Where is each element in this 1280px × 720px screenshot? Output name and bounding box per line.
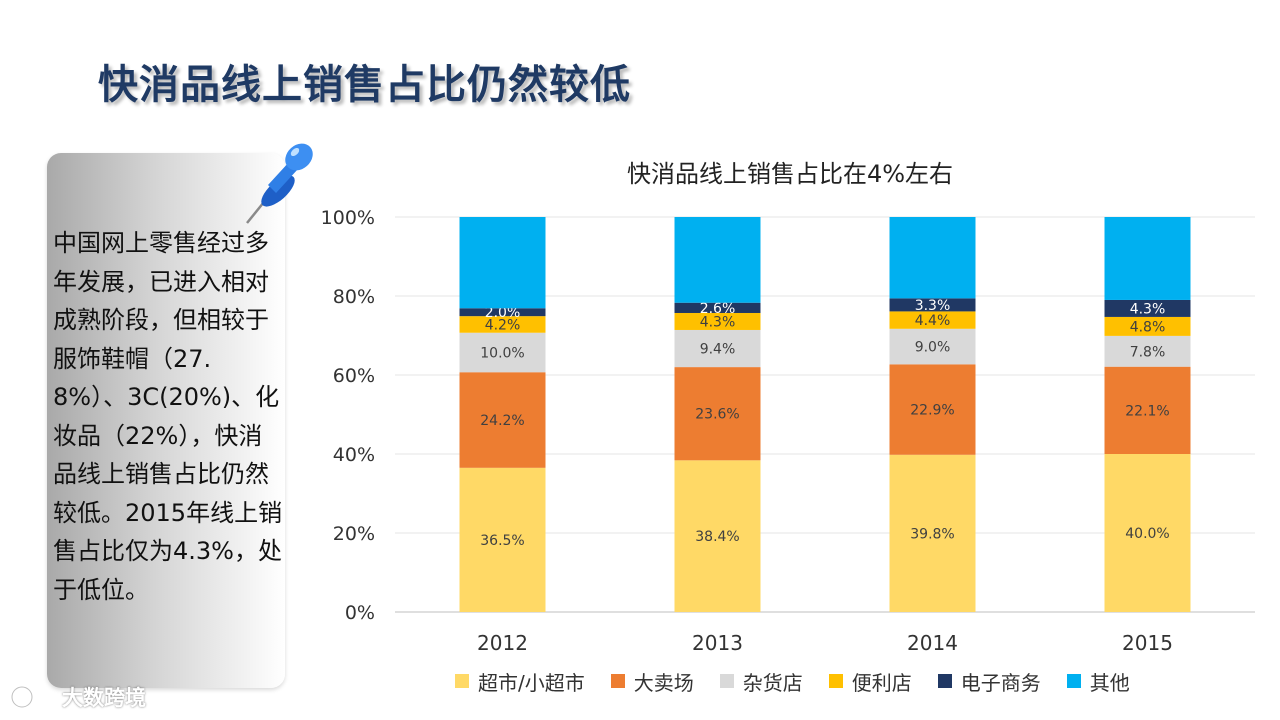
data-label: 38.4% [695,529,739,545]
data-label: 9.0% [915,340,951,356]
y-tick-label: 60% [333,365,375,387]
bar-segment [459,372,546,468]
x-tick-label: 2015 [1122,631,1173,655]
note-card [47,153,285,688]
legend-item: 大卖场 [610,667,694,696]
data-label: 4.8% [1130,319,1166,335]
data-label: 10.0% [480,345,524,361]
data-label: 24.2% [480,413,524,429]
bar-segment [674,367,761,461]
y-tick-label: 20% [333,523,375,545]
data-label: 9.4% [700,342,736,358]
data-label: 3.3% [915,298,951,314]
legend-swatch [937,674,952,688]
chart-title: 快消品线上销售占比在4%左右 [627,160,953,188]
legend-swatch [719,674,734,688]
bar-segment [1104,366,1191,454]
data-label: 4.4% [915,313,951,329]
data-label: 39.8% [910,526,954,542]
legend-label: 便利店 [851,670,912,695]
stacked-bar-chart: 快消品线上销售占比在4%左右 0% 20% 40% 60% 80% 100% 36.5% 24.… [321,160,1255,655]
legend-swatch [828,674,843,688]
y-tick-label: 40% [333,444,375,466]
bar-segment [1104,335,1191,367]
data-label: 2.0% [485,305,521,321]
legend-item: 超市/小超市 [455,667,585,696]
bar-segment [459,332,546,373]
slide-title: 快消品线上销售占比仍然较低 [98,62,631,108]
data-label: 7.8% [1130,344,1166,360]
chart-legend: 超市/小超市 大卖场 杂货店 便利店 电子商务 其他 [455,667,1130,695]
legend-item: 便利店 [828,667,912,696]
bar-segment [674,312,761,330]
bar-segment [1104,217,1191,300]
bar-segment [1104,316,1191,336]
legend-label: 超市/小超市 [478,670,585,695]
data-label: 40.0% [1125,526,1169,542]
bar-segment [674,329,761,368]
x-tick-label: 2014 [907,631,958,655]
x-tick-label: 2012 [477,631,528,655]
data-label: 4.3% [700,314,736,330]
bar-segment [459,467,546,612]
data-label: 36.5% [480,533,524,549]
bar-segment [889,364,976,455]
pushpin-icon [246,143,313,224]
legend-swatch [610,674,625,688]
data-label: 23.6% [695,407,739,423]
legend-item: 其他 [1066,667,1130,696]
bar-segment [674,302,761,313]
legend-label: 电子商务 [960,670,1041,695]
legend-label: 其他 [1089,670,1130,695]
legend-label: 杂货店 [742,670,803,695]
watermark: 大数跨境 [10,682,146,712]
bar-segment [459,308,546,317]
y-tick-label: 100% [321,207,375,229]
data-label: 2.6% [700,301,736,317]
bar-segment [674,217,761,303]
data-label: 4.2% [485,317,521,333]
bar-segment [459,316,546,333]
bar-segment [889,311,976,329]
watermark-text: 大数跨境 [62,686,146,710]
legend-label: 大卖场 [633,670,694,695]
y-tick-label: 0% [345,602,375,624]
data-label: 22.9% [910,403,954,419]
bar-segment [459,217,546,309]
bar-segment [1104,299,1191,317]
bar-segment [674,460,761,612]
data-label: 22.1% [1125,403,1169,419]
x-tick-label: 2013 [692,631,743,655]
bar-segment [889,454,976,612]
note-text: 中国网上零售经过多年发展，已进入相对成熟阶段，但相较于服饰鞋帽（27.8%）、3… [53,229,283,604]
bar-segment [889,298,976,312]
y-tick-label: 80% [333,286,375,308]
legend-item: 电子商务 [937,667,1041,696]
bar-segment [889,217,976,299]
legend-swatch [1066,674,1081,688]
bar-segment [889,328,976,365]
bar-segment [1104,454,1191,612]
data-label: 4.3% [1130,301,1166,317]
legend-item: 杂货店 [719,667,803,696]
logo-icon [10,685,51,709]
legend-swatch [455,674,469,688]
